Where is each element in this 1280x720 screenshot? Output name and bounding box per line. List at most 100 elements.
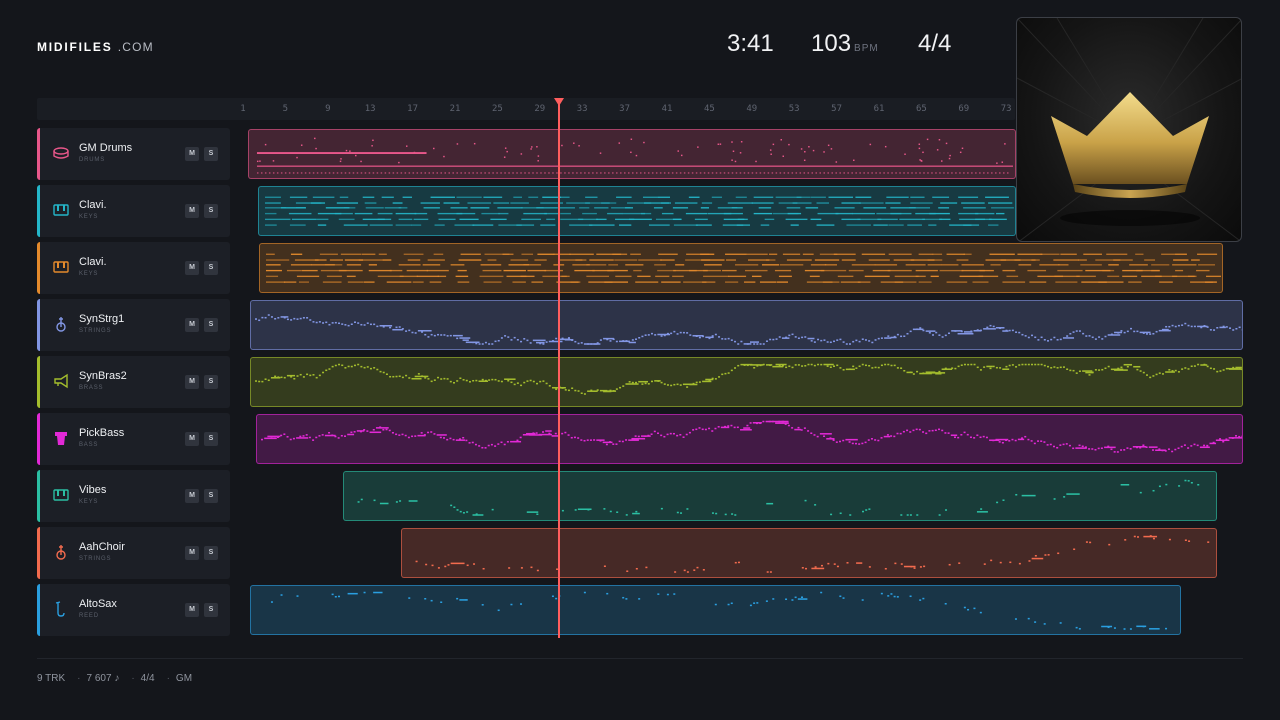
solo-button[interactable]: S: [204, 318, 218, 332]
track-category: KEYS: [79, 214, 99, 220]
track-name: GM Drums: [79, 142, 133, 154]
mute-button[interactable]: M: [185, 489, 199, 503]
midi-clip[interactable]: [250, 585, 1181, 635]
solo-button[interactable]: S: [204, 204, 218, 218]
mute-button[interactable]: M: [185, 603, 199, 617]
ruler-tick: 9: [325, 104, 331, 114]
ruler-tick: 13: [364, 104, 376, 114]
site-logo[interactable]: MIDIFILES .COM: [37, 40, 154, 54]
track-header[interactable]: PickBass BASS M S: [37, 413, 230, 465]
track-category: DRUMS: [79, 157, 105, 163]
ruler-tick: 25: [491, 104, 503, 114]
note-pattern: [270, 591, 1168, 630]
tempo-readout: 103 BPM: [811, 30, 879, 58]
trumpet-icon: [52, 372, 70, 390]
track-header[interactable]: Clavi. KEYS M S: [37, 185, 230, 237]
track-color-bar: [37, 470, 40, 522]
keyboard-icon: [52, 258, 70, 276]
track-header[interactable]: AahChoir STRINGS M S: [37, 527, 230, 579]
timeline-ruler[interactable]: 1 5 9 13 17 21 25 29 33 37 41 45 49 53 57 61 65 69 73: [37, 98, 1015, 120]
separator: ·: [166, 673, 170, 684]
track-header[interactable]: AltoSax REED M S: [37, 584, 230, 636]
solo-button[interactable]: S: [204, 147, 218, 161]
track-color-bar: [37, 128, 40, 180]
midi-clip[interactable]: [250, 357, 1243, 407]
track-category: BASS: [79, 442, 99, 448]
ruler-tick: 65: [915, 104, 927, 114]
track-name: Clavi.: [79, 199, 107, 211]
midi-clip[interactable]: [250, 300, 1243, 350]
mute-button[interactable]: M: [185, 318, 199, 332]
track-color-bar: [37, 356, 40, 408]
time-signature: 4/4: [918, 30, 952, 57]
note-pattern: [256, 137, 1014, 174]
ruler-tick: 45: [703, 104, 715, 114]
track-category: STRINGS: [79, 556, 112, 562]
midi-clip[interactable]: [258, 186, 1016, 236]
ruler-tick: 73: [1000, 104, 1012, 114]
mute-button[interactable]: M: [185, 147, 199, 161]
separator: ·: [77, 673, 81, 684]
solo-button[interactable]: S: [204, 489, 218, 503]
playhead-handle[interactable]: [554, 98, 564, 106]
track-color-bar: [37, 527, 40, 579]
midi-clip[interactable]: [343, 471, 1217, 521]
midi-clip[interactable]: [259, 243, 1223, 293]
track-header[interactable]: Vibes KEYS M S: [37, 470, 230, 522]
ruler-tick: 21: [449, 104, 461, 114]
logo-brand: MIDIFILES: [37, 40, 113, 54]
tempo-unit: BPM: [854, 43, 879, 54]
midi-clip[interactable]: [256, 414, 1243, 464]
separator: ·: [131, 673, 135, 684]
ruler-tick: 1: [240, 104, 246, 114]
solo-button[interactable]: S: [204, 261, 218, 275]
note-pattern: [264, 196, 1014, 226]
playhead[interactable]: [558, 104, 560, 638]
ruler-tick: 53: [788, 104, 800, 114]
midi-clip[interactable]: [248, 129, 1016, 179]
track-name: Clavi.: [79, 256, 107, 268]
track-name: PickBass: [79, 427, 125, 439]
footer-divider: [37, 658, 1243, 659]
track-header[interactable]: SynBras2 BRASS M S: [37, 356, 230, 408]
song-duration: 3:41: [727, 30, 774, 57]
ruler-tick: 69: [958, 104, 970, 114]
violin-icon: [52, 543, 70, 561]
mute-button[interactable]: M: [185, 261, 199, 275]
solo-button[interactable]: S: [204, 546, 218, 560]
track-header[interactable]: SynStrg1 STRINGS M S: [37, 299, 230, 351]
track-header[interactable]: GM Drums DRUMS M S: [37, 128, 230, 180]
mute-button[interactable]: M: [185, 546, 199, 560]
ruler-tick: 29: [534, 104, 546, 114]
track-color-bar: [37, 242, 40, 294]
saxophone-icon: [52, 600, 70, 618]
logo-tld: .COM: [117, 40, 154, 54]
violin-icon: [52, 315, 70, 333]
footer-time-signature: 4/4: [140, 673, 155, 684]
midi-clip[interactable]: [401, 528, 1217, 578]
ruler-tick: 49: [746, 104, 758, 114]
mute-button[interactable]: M: [185, 432, 199, 446]
solo-button[interactable]: S: [204, 432, 218, 446]
note-count: 7 607 ♪: [86, 673, 120, 684]
tempo-value: 103: [811, 30, 852, 57]
ruler-tick: 61: [873, 104, 885, 114]
mute-button[interactable]: M: [185, 204, 199, 218]
note-pattern: [260, 420, 1242, 453]
track-name: SynBras2: [79, 370, 127, 382]
track-name: AahChoir: [79, 541, 125, 553]
ruler-tick: 57: [831, 104, 843, 114]
track-count: 9 TRK: [37, 673, 66, 684]
note-pattern: [357, 479, 1200, 516]
midi-standard: GM: [175, 673, 193, 684]
track-name: SynStrg1: [79, 313, 125, 325]
solo-button[interactable]: S: [204, 603, 218, 617]
keyboard-icon: [52, 201, 70, 219]
solo-button[interactable]: S: [204, 375, 218, 389]
track-header[interactable]: Clavi. KEYS M S: [37, 242, 230, 294]
amp-icon: [52, 429, 70, 447]
note-pattern: [265, 253, 1222, 283]
mute-button[interactable]: M: [185, 375, 199, 389]
track-name: AltoSax: [79, 598, 117, 610]
album-cover: [1016, 17, 1242, 242]
